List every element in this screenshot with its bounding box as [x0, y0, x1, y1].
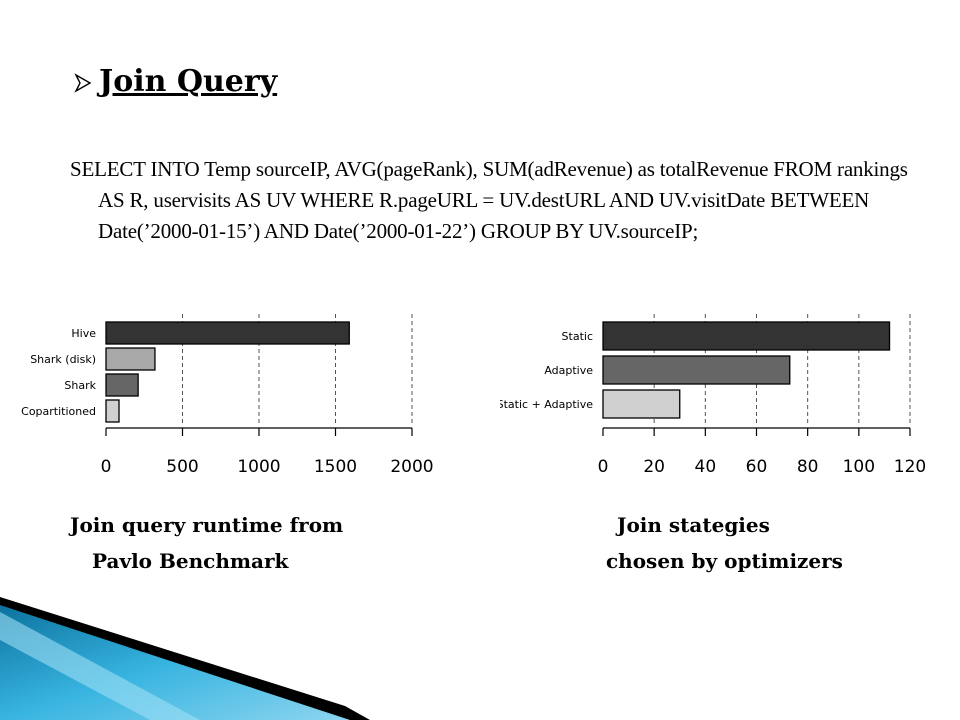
- x-tick-label: 100: [843, 457, 875, 477]
- bar-hive: [105, 321, 350, 345]
- x-tick-label: 40: [695, 457, 717, 477]
- category-label: Static: [562, 330, 593, 343]
- runtime-bar-chart: 0 500 1000 1500 2000 Hive Shark (disk) Shark Cop…: [21, 314, 434, 477]
- bar-adaptive: [602, 355, 791, 385]
- caption-right-line1: Join stategies: [617, 513, 770, 537]
- caption-right-line2: chosen by optimizers: [606, 549, 843, 573]
- bar-static-adaptive: [602, 389, 681, 419]
- join-strategy-bar-chart: 0 20 40 60 80 100 120 Static Adaptive Static + Ad…: [500, 314, 926, 477]
- x-tick-label: 1500: [314, 457, 357, 477]
- arrow-bullet-icon: [74, 73, 92, 93]
- category-label: Copartitioned: [21, 405, 96, 418]
- x-tick-label: 120: [894, 457, 926, 477]
- caption-left-line1: Join query runtime from: [70, 513, 344, 537]
- caption-left-line2: Pavlo Benchmark: [92, 549, 289, 573]
- x-tick-label: 60: [746, 457, 768, 477]
- x-tick-label: 1000: [237, 457, 280, 477]
- x-tick-label: 0: [101, 457, 112, 477]
- slide-heading: Join Query: [99, 64, 278, 99]
- x-tick-label: 80: [797, 457, 819, 477]
- category-label: Static + Adaptive: [500, 398, 593, 411]
- bar-shark: [105, 373, 139, 397]
- sql-query-text: SELECT INTO Temp sourceIP, AVG(pageRank)…: [70, 157, 908, 243]
- category-label: Shark: [64, 379, 96, 392]
- bar-static: [602, 321, 891, 351]
- x-tick-label: 2000: [390, 457, 433, 477]
- x-tick-label: 0: [598, 457, 609, 477]
- bar-shark-disk: [105, 347, 156, 371]
- category-label: Shark (disk): [30, 353, 96, 366]
- x-tick-label: 20: [643, 457, 665, 477]
- category-label: Hive: [71, 327, 96, 340]
- category-label: Adaptive: [544, 364, 593, 377]
- x-tick-label: 500: [166, 457, 198, 477]
- bar-copartitioned: [105, 399, 120, 423]
